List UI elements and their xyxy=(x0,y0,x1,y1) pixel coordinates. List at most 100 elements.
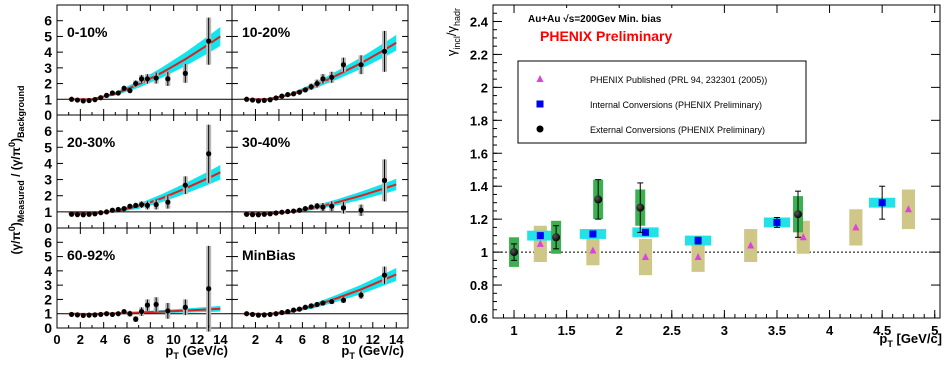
data-point xyxy=(255,312,261,318)
data-point xyxy=(121,308,127,315)
published-marker xyxy=(747,241,755,249)
data-point xyxy=(291,91,297,97)
panel-label: 20-30% xyxy=(67,134,116,150)
y-tick-label: 2.2 xyxy=(470,47,488,62)
plot-frame xyxy=(492,4,941,319)
data-point xyxy=(255,98,261,104)
data-point xyxy=(127,311,133,317)
data-point xyxy=(165,76,171,82)
data-point xyxy=(144,202,151,208)
data-point xyxy=(296,306,303,312)
data-point xyxy=(80,312,86,319)
data-point xyxy=(74,312,81,318)
data-point xyxy=(153,301,159,308)
data-point xyxy=(182,182,188,188)
model-band xyxy=(68,305,221,314)
y-axis-label: γincl/γhadr xyxy=(444,8,462,56)
x-tick-label: 4.5 xyxy=(873,323,891,338)
published-marker xyxy=(536,239,544,247)
x-tick-label: 8 xyxy=(147,332,154,347)
data-point xyxy=(109,311,116,318)
data-point xyxy=(329,74,335,80)
y-tick-label: 4 xyxy=(44,44,52,60)
data-point xyxy=(291,208,297,214)
y-tick-label: 6 xyxy=(44,123,52,139)
internal-marker xyxy=(589,230,597,238)
data-point xyxy=(358,207,364,213)
data-point xyxy=(98,95,104,101)
y-tick-label: 1.2 xyxy=(470,212,488,227)
panel-label: 60-92% xyxy=(67,247,116,263)
data-point xyxy=(279,93,285,99)
data-point xyxy=(267,311,273,318)
data-point xyxy=(381,48,388,54)
data-point xyxy=(121,206,127,212)
panel-label: 0-10% xyxy=(67,24,108,40)
panel-frame xyxy=(231,4,409,116)
data-point xyxy=(308,84,314,90)
y-tick-label: 4 xyxy=(44,263,52,279)
x-tick-label: 12 xyxy=(190,332,204,347)
legend-marker xyxy=(536,100,544,108)
y-tick-label: 2 xyxy=(44,291,52,307)
x-tick-label: 1 xyxy=(510,323,517,338)
y-tick-label: 3 xyxy=(44,277,52,293)
y-tick-label: 1.6 xyxy=(470,146,488,161)
data-point xyxy=(98,210,104,216)
title-box xyxy=(521,8,717,48)
data-point xyxy=(206,38,212,44)
y-tick-label: 3 xyxy=(44,172,52,188)
right-chart: 1 1.5 2 2.5 3 3.5 4 4.5 5 0.6 0.8 1 1.2 1.4 1.6 1.8 2 2.2… xyxy=(444,4,942,349)
x-tick-label: 2.5 xyxy=(663,323,681,338)
panel-label: MinBias xyxy=(242,247,296,263)
x-tick-label: 5 xyxy=(931,323,938,338)
x-tick-label: 14 xyxy=(389,332,404,347)
data-point xyxy=(267,97,273,103)
y-tick-label: 2 xyxy=(481,80,488,95)
panel-label: 10-20% xyxy=(242,24,291,40)
x-tick-label: 3.5 xyxy=(768,323,786,338)
internal-marker xyxy=(878,199,886,207)
data-point xyxy=(296,207,303,213)
data-point xyxy=(302,87,308,93)
data-point xyxy=(80,98,86,104)
internal-marker xyxy=(536,232,544,240)
panel-frame xyxy=(56,114,233,229)
data-point xyxy=(320,76,326,82)
external-marker xyxy=(794,210,803,219)
data-point xyxy=(133,80,139,87)
y-tick-label: 5 xyxy=(44,249,52,265)
y-tick-label: 5 xyxy=(44,28,52,44)
data-point xyxy=(358,292,364,298)
data-point xyxy=(279,209,285,215)
x-tick-label: 2 xyxy=(616,323,623,338)
published-marker xyxy=(642,253,650,261)
y-tick-label: 1 xyxy=(44,91,52,107)
y-tick-label: 6 xyxy=(44,13,52,29)
data-point xyxy=(261,312,267,318)
x-tick-label: 4 xyxy=(826,323,834,338)
data-point xyxy=(273,311,279,317)
x-tick-label: 1.5 xyxy=(558,323,576,338)
data-point xyxy=(296,89,303,95)
published-marker xyxy=(904,205,912,213)
y-tick-label: 2.4 xyxy=(470,14,489,29)
x-tick-label: 6 xyxy=(123,332,130,347)
data-point xyxy=(127,203,133,209)
y-tick-label: 1 xyxy=(44,204,52,220)
y-tick-label: 2 xyxy=(44,76,52,92)
data-point xyxy=(381,177,388,183)
y-tick-label: 0 xyxy=(44,320,52,336)
data-point xyxy=(74,212,81,218)
data-point xyxy=(86,97,92,104)
data-point xyxy=(261,97,267,103)
data-point xyxy=(182,304,188,310)
data-point xyxy=(133,316,139,322)
data-point xyxy=(249,311,256,318)
data-point xyxy=(109,90,116,96)
data-point xyxy=(340,297,347,303)
data-point xyxy=(165,308,171,314)
data-point xyxy=(285,91,291,98)
internal-marker xyxy=(694,237,702,245)
